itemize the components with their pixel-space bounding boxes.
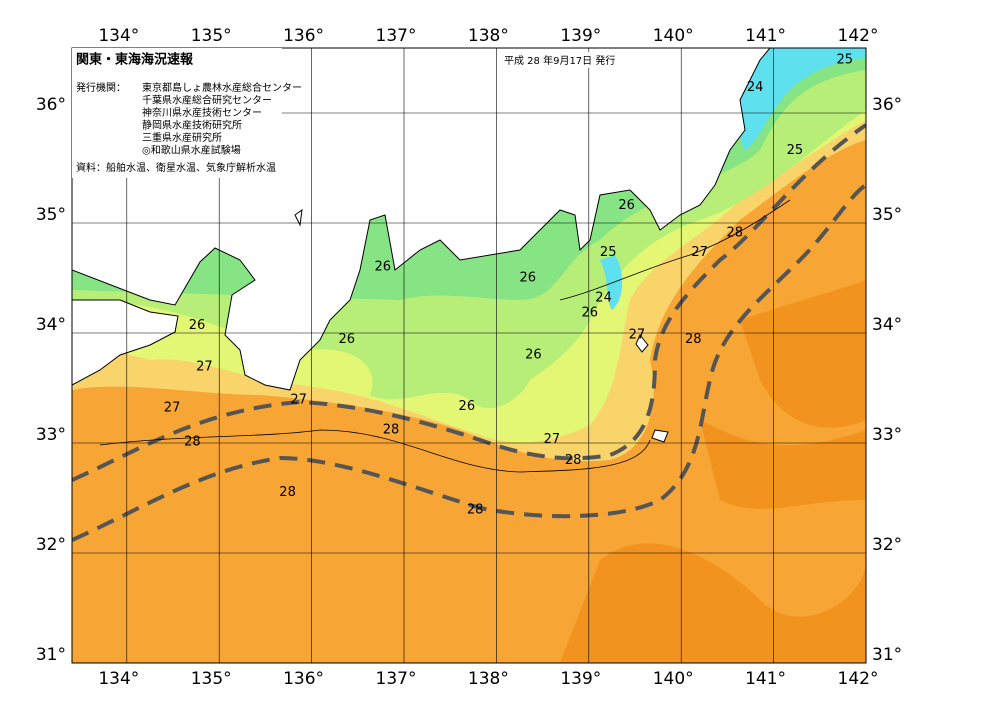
- issue-date: 平成 28 年9月17日 発行: [504, 54, 615, 67]
- contour-label: 26: [338, 332, 355, 347]
- lat-label-right: 31°: [872, 645, 902, 665]
- issuer-label: 発行機関：: [76, 81, 126, 94]
- lon-label-bottom: 136°: [283, 669, 324, 689]
- lon-label-bottom: 141°: [745, 669, 786, 689]
- agency: 千葉県水産総合研究センター: [142, 94, 272, 107]
- contour-label: 27: [290, 393, 307, 408]
- lat-label-left: 36°: [36, 95, 66, 115]
- kuroshio-outer: [72, 183, 866, 542]
- lat-label-left: 33°: [36, 425, 66, 445]
- contour-label: 28: [565, 453, 582, 468]
- lon-label-bottom: 140°: [653, 669, 694, 689]
- contour-label: 28: [383, 422, 400, 437]
- contour-label: 25: [787, 143, 804, 158]
- lon-label-top: 134°: [98, 26, 139, 46]
- warm-patch: [560, 280, 866, 663]
- contour-label: 26: [581, 306, 598, 321]
- contour-label: 28: [467, 503, 484, 518]
- lat-label-left: 34°: [36, 315, 66, 335]
- contour-label: 27: [164, 400, 181, 415]
- contour-label: 25: [836, 53, 853, 68]
- agency: 東京都島しょ農林水産総合センター: [142, 81, 302, 94]
- lon-label-top: 139°: [560, 26, 601, 46]
- contour-label: 26: [618, 198, 635, 213]
- lat-label-right: 33°: [872, 425, 902, 445]
- contour-label: 28: [727, 225, 744, 240]
- lon-label-bottom: 138°: [468, 669, 509, 689]
- agency: ◎和歌山県水産試験場: [142, 144, 241, 157]
- kuroshio-inner: [72, 123, 866, 482]
- contour-label: 27: [629, 328, 646, 343]
- lat-label-right: 32°: [872, 535, 902, 555]
- contour-label: 26: [189, 318, 206, 333]
- contour-label: 28: [685, 332, 702, 347]
- lat-label-left: 31°: [36, 645, 66, 665]
- contour-label: 28: [279, 485, 296, 500]
- agency-list: 東京都島しょ農林水産総合センター千葉県水産総合研究センター神奈川県水産技術センタ…: [142, 81, 302, 157]
- header-box: [72, 48, 282, 178]
- contour-label: 26: [374, 260, 391, 275]
- date-box: [500, 52, 650, 68]
- contour-label: 27: [196, 360, 213, 375]
- lon-label-top: 141°: [745, 26, 786, 46]
- contour-label: 28: [184, 434, 201, 449]
- lat-label-right: 36°: [872, 95, 902, 115]
- lon-label-bottom: 134°: [98, 669, 139, 689]
- map-frame: [71, 47, 867, 664]
- contour-label: 26: [459, 399, 476, 414]
- lat-label-left: 35°: [36, 205, 66, 225]
- lon-label-bottom: 137°: [376, 669, 417, 689]
- land-shikoku: [72, 299, 179, 386]
- contour-label: 27: [691, 245, 708, 260]
- lat-label-left: 32°: [36, 535, 66, 555]
- map-title: 関東・東海海況速報: [76, 52, 194, 68]
- agency: 静岡県水産技術研究所: [142, 119, 242, 132]
- lon-label-top: 136°: [283, 26, 324, 46]
- contour-label: 24: [747, 80, 764, 95]
- contour-label: 26: [520, 271, 537, 286]
- isotherm: [99, 199, 791, 473]
- agency: 三重県水産研究所: [142, 131, 222, 144]
- lon-label-top: 138°: [468, 26, 509, 46]
- contour-label: 26: [525, 348, 542, 363]
- data-source: 資料：船舶水温、衛星水温、気象庁解析水温: [76, 161, 276, 174]
- lat-label-right: 35°: [872, 205, 902, 225]
- contour-label: 24: [595, 290, 612, 305]
- lon-label-top: 135°: [191, 26, 232, 46]
- lon-label-bottom: 142°: [838, 669, 879, 689]
- lon-label-top: 137°: [376, 26, 417, 46]
- agency: 神奈川県水産技術センター: [142, 106, 262, 119]
- lon-label-top: 142°: [838, 26, 879, 46]
- lon-label-bottom: 139°: [560, 669, 601, 689]
- lon-label-bottom: 135°: [191, 669, 232, 689]
- lon-label-top: 140°: [653, 26, 694, 46]
- lat-label-right: 34°: [872, 315, 902, 335]
- contour-label: 27: [544, 432, 561, 447]
- contour-label: 25: [600, 245, 617, 260]
- island: [294, 208, 669, 443]
